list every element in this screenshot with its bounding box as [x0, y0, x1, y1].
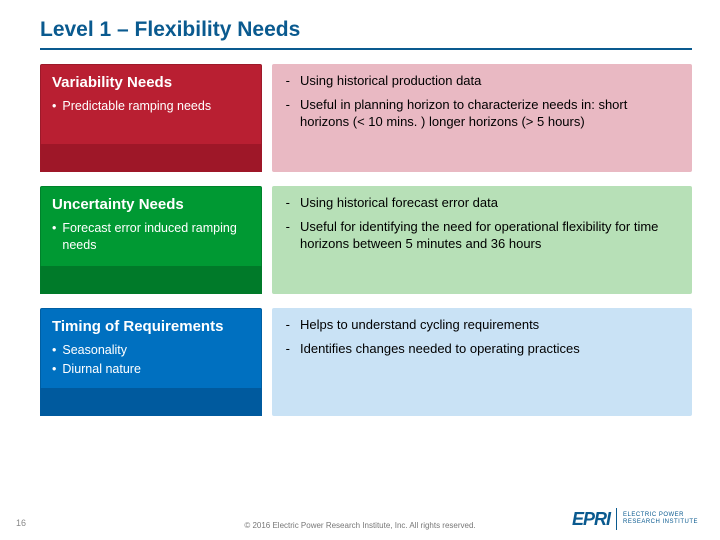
bullet-text: Forecast error induced ramping needs: [62, 220, 250, 254]
detail-text: Using historical forecast error data: [300, 194, 498, 212]
bullet-text: Seasonality: [62, 342, 127, 359]
detail-point: - Useful in planning horizon to characte…: [276, 96, 678, 131]
logo-line1: ELECTRIC POWER: [623, 512, 698, 519]
bullet-dot-icon: •: [52, 98, 56, 115]
box-stripe: [40, 144, 262, 172]
bullet-text: Predictable ramping needs: [62, 98, 211, 115]
detail-point: - Using historical forecast error data: [276, 194, 678, 212]
detail-point: - Helps to understand cycling requiremen…: [276, 316, 678, 334]
dash-icon: -: [276, 194, 290, 212]
detail-text: Using historical production data: [300, 72, 481, 90]
box-title: Variability Needs: [52, 74, 250, 92]
bullet-dot-icon: •: [52, 361, 56, 378]
detail-uncertainty: - Using historical forecast error data -…: [272, 186, 692, 294]
dash-icon: -: [276, 340, 290, 358]
bullet-text: Diurnal nature: [62, 361, 141, 378]
box-stripe: [40, 266, 262, 294]
detail-text: Identifies changes needed to operating p…: [300, 340, 580, 358]
detail-point: - Identifies changes needed to operating…: [276, 340, 678, 358]
box-bullets: • Forecast error induced ramping needs: [52, 220, 250, 256]
dash-icon: -: [276, 72, 290, 90]
box-title: Uncertainty Needs: [52, 196, 250, 214]
bullet-item: • Diurnal nature: [52, 361, 250, 378]
slide-title: Level 1 – Flexibility Needs: [40, 18, 692, 50]
logo-text: ELECTRIC POWER RESEARCH INSTITUTE: [623, 512, 698, 525]
dash-icon: -: [276, 96, 290, 131]
box-title: Timing of Requirements: [52, 318, 250, 336]
box-stripe: [40, 388, 262, 416]
detail-variability: - Using historical production data - Use…: [272, 64, 692, 172]
detail-text: Useful in planning horizon to characteri…: [300, 96, 678, 131]
box-bullets: • Predictable ramping needs: [52, 98, 250, 117]
row-variability: Variability Needs • Predictable ramping …: [40, 64, 692, 172]
box-timing: Timing of Requirements • Seasonality • D…: [40, 308, 262, 416]
bullet-item: • Forecast error induced ramping needs: [52, 220, 250, 254]
box-uncertainty: Uncertainty Needs • Forecast error induc…: [40, 186, 262, 294]
detail-point: - Using historical production data: [276, 72, 678, 90]
content-rows: Variability Needs • Predictable ramping …: [40, 64, 692, 416]
bullet-dot-icon: •: [52, 220, 56, 254]
bullet-item: • Predictable ramping needs: [52, 98, 250, 115]
detail-timing: - Helps to understand cycling requiremen…: [272, 308, 692, 416]
logo-line2: RESEARCH INSTITUTE: [623, 519, 698, 526]
row-timing: Timing of Requirements • Seasonality • D…: [40, 308, 692, 416]
logo-mark: EPRI: [572, 509, 610, 530]
bullet-item: • Seasonality: [52, 342, 250, 359]
epri-logo: EPRI ELECTRIC POWER RESEARCH INSTITUTE: [572, 508, 698, 530]
row-uncertainty: Uncertainty Needs • Forecast error induc…: [40, 186, 692, 294]
bullet-dot-icon: •: [52, 342, 56, 359]
box-bullets: • Seasonality • Diurnal nature: [52, 342, 250, 380]
slide: Level 1 – Flexibility Needs Variability …: [0, 0, 720, 540]
detail-point: - Useful for identifying the need for op…: [276, 218, 678, 253]
logo-divider: [616, 508, 617, 530]
detail-text: Helps to understand cycling requirements: [300, 316, 539, 334]
detail-text: Useful for identifying the need for oper…: [300, 218, 678, 253]
dash-icon: -: [276, 316, 290, 334]
box-variability: Variability Needs • Predictable ramping …: [40, 64, 262, 172]
dash-icon: -: [276, 218, 290, 253]
